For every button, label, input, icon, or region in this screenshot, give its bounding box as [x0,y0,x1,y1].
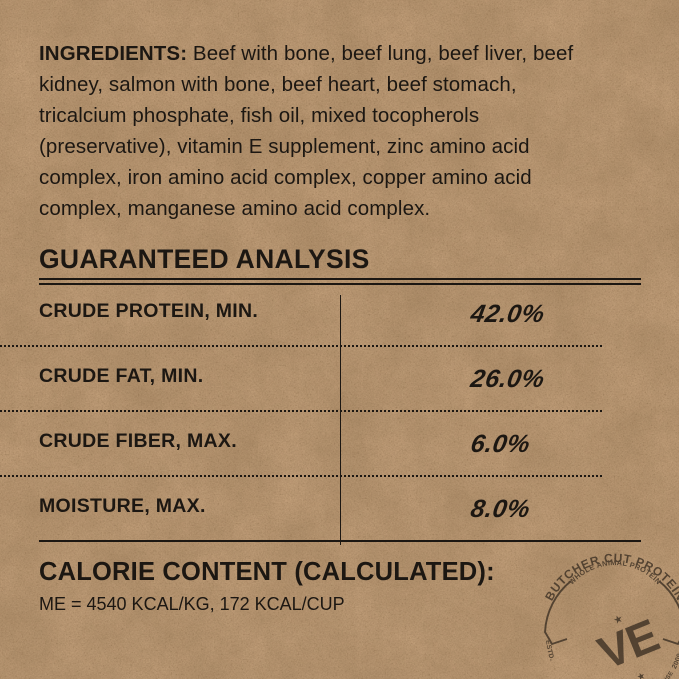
svg-text:2009: 2009 [671,653,679,671]
svg-text:VE: VE [591,609,666,679]
svg-text:ESTD.: ESTD. [544,640,555,662]
svg-text:BUTCHER CUT PROTEIN: BUTCHER CUT PROTEIN [542,551,679,603]
svg-text:WHOLE ANIMAL PROTEIN: WHOLE ANIMAL PROTEIN [567,558,663,586]
svg-text:QUALITY PROMISE: QUALITY PROMISE [625,671,675,679]
svg-text:★: ★ [635,670,647,679]
svg-text:★: ★ [612,612,626,627]
